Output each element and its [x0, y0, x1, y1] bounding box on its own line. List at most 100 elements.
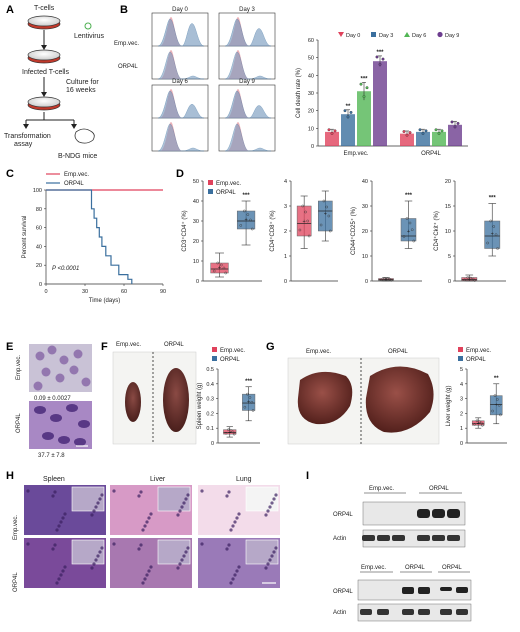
- D-plot-0-point: [216, 261, 220, 265]
- E-colony: [58, 436, 70, 444]
- H-nucleus: [178, 562, 182, 566]
- H-nucleus: [90, 566, 94, 570]
- I-blot1-actin-band: [447, 535, 460, 541]
- H-nucleus: [264, 566, 268, 570]
- H-nucleus: [92, 562, 96, 566]
- B-flow-peak-blue-orp: [157, 51, 205, 80]
- F-photo-label-orp: ORP4L: [164, 342, 184, 348]
- C-ytick-label: 20: [36, 263, 42, 269]
- H-nucleus: [270, 554, 274, 558]
- G-box-ylabel: Liver weight (g): [446, 385, 452, 426]
- D-plot-2-point: [408, 221, 412, 225]
- F-box-ylabel: Spleen weight (g): [197, 383, 203, 430]
- arrow-2-head: [41, 92, 47, 97]
- D-plot-2-ytick-label: 40: [362, 179, 368, 185]
- B-legend-marker: [404, 32, 410, 37]
- D-plot-0-point: [246, 213, 250, 216]
- D-plot-3-point: [492, 225, 496, 228]
- F-box-point: [224, 431, 228, 435]
- B-flow-row-label-emp: Emp.vec.: [114, 41, 139, 47]
- F-box-point: [250, 400, 254, 404]
- H-nucleus: [141, 528, 145, 532]
- G-box-ytick-label: 4: [460, 382, 463, 388]
- B-flow-day-label: Day 3: [239, 7, 255, 13]
- I-blot2-actin-membrane: [357, 603, 472, 622]
- H-nucleus: [233, 520, 237, 524]
- panel-G-letter: G: [266, 341, 275, 353]
- F-box-ytick-label: 0.5: [206, 367, 214, 373]
- B-legend-label: Day 9: [445, 33, 459, 39]
- H-nucleus: [143, 524, 147, 528]
- B-bar-ytick-label: 60: [308, 38, 314, 44]
- H-nucleus: [180, 558, 184, 562]
- D-plot-2-point: [412, 239, 416, 243]
- I-blot1-orp4l-band: [447, 509, 460, 518]
- D-plot-2-point: [383, 277, 386, 280]
- I-blot1-actin-band: [417, 535, 430, 541]
- B-bar-point: [362, 95, 366, 98]
- B-bar-ytick-label: 30: [308, 91, 314, 97]
- H-nucleus: [143, 577, 147, 581]
- D-plot-1-point: [325, 205, 329, 209]
- B-bar-ytick-label: 40: [308, 73, 314, 79]
- B-flow-peak-blue: [224, 90, 272, 119]
- B-legend-label: Day 3: [379, 33, 393, 39]
- F-box-point: [246, 392, 249, 396]
- D-plot-3-mean-marker: +: [491, 232, 494, 238]
- I-blot2-actin-band: [418, 609, 430, 615]
- H-nucleus: [235, 569, 239, 573]
- I-blot1-group-emp: Emp.vec.: [369, 486, 394, 492]
- E-cell: [59, 355, 69, 365]
- I-blot1-actin-band: [432, 535, 445, 541]
- B-bar-point: [418, 128, 422, 132]
- B-bar-point: [405, 133, 409, 137]
- H-nucleus: [26, 489, 30, 493]
- F-legend-label: Emp.vec.: [220, 348, 245, 354]
- H-nucleus: [266, 509, 270, 513]
- panel-F-photo: Emp.vec. ORP4L: [112, 342, 197, 445]
- panel-F-spleen-weight-chart: Emp.vec. ORP4L 0 0.1 0.2 0.3 0.4 0.5 Spleen weig…: [197, 347, 260, 447]
- E-row-label-emp: Emp.vec.: [16, 355, 22, 380]
- D-plot-1-ytick-label: 3: [284, 204, 287, 210]
- H-nucleus: [225, 547, 229, 551]
- I-blot1-actin-band: [392, 535, 405, 541]
- B-flow-peak-blue: [157, 90, 205, 119]
- I-blot2-actin-band: [440, 609, 452, 615]
- D-plot-1-box: [296, 205, 312, 237]
- panel-E-micrographs: Emp.vec. ORP4L 0.09 ± 0.0027 37.7 ± 7.8: [16, 344, 92, 459]
- infected-label: Infected T-cells: [22, 69, 69, 76]
- B-bar-ytick-label: 20: [308, 109, 314, 115]
- B-bar-point: [359, 82, 363, 86]
- culture-label-2: 16 weeks: [66, 87, 96, 94]
- B-bar-point: [330, 132, 334, 135]
- D-plot-0-mean-marker: +: [218, 265, 221, 271]
- transformation-label-1: Transformation: [4, 133, 51, 140]
- C-xtick-label: 90: [160, 289, 166, 295]
- C-xtick-label: 60: [121, 289, 127, 295]
- H-nucleus: [186, 546, 190, 550]
- B-bar-point: [453, 125, 457, 129]
- I-blot2-group-emp: Emp.vec.: [361, 565, 386, 571]
- B-bar-ytick-label: 10: [308, 126, 314, 132]
- F-box-mean-marker: +: [247, 400, 250, 406]
- B-bar-point: [456, 121, 460, 125]
- I-blot1-orp4l-band: [432, 509, 445, 518]
- C-xlabel: Time (days): [89, 298, 120, 304]
- D-plot-1-ytick-label: 0: [284, 279, 287, 285]
- D-legend-label: Emp.vec.: [216, 181, 241, 187]
- C-xtick-label: 30: [82, 289, 88, 295]
- B-bar: [400, 133, 414, 146]
- H-nucleus: [145, 520, 149, 524]
- G-photo-label-orp: ORP4L: [388, 349, 408, 355]
- panel-C-letter: C: [6, 168, 14, 180]
- H-nucleus: [96, 554, 100, 558]
- B-bar: [357, 91, 371, 146]
- H-nucleus: [100, 493, 104, 497]
- B-flow-peak-blue-orp: [224, 51, 272, 80]
- H-nucleus: [264, 513, 268, 517]
- H-nucleus: [145, 573, 149, 577]
- G-box-point: [499, 413, 502, 417]
- F-box-point: [251, 409, 255, 412]
- G-box-point: [491, 409, 494, 413]
- I-blot2-group-orp-2: ORP4L: [442, 565, 462, 571]
